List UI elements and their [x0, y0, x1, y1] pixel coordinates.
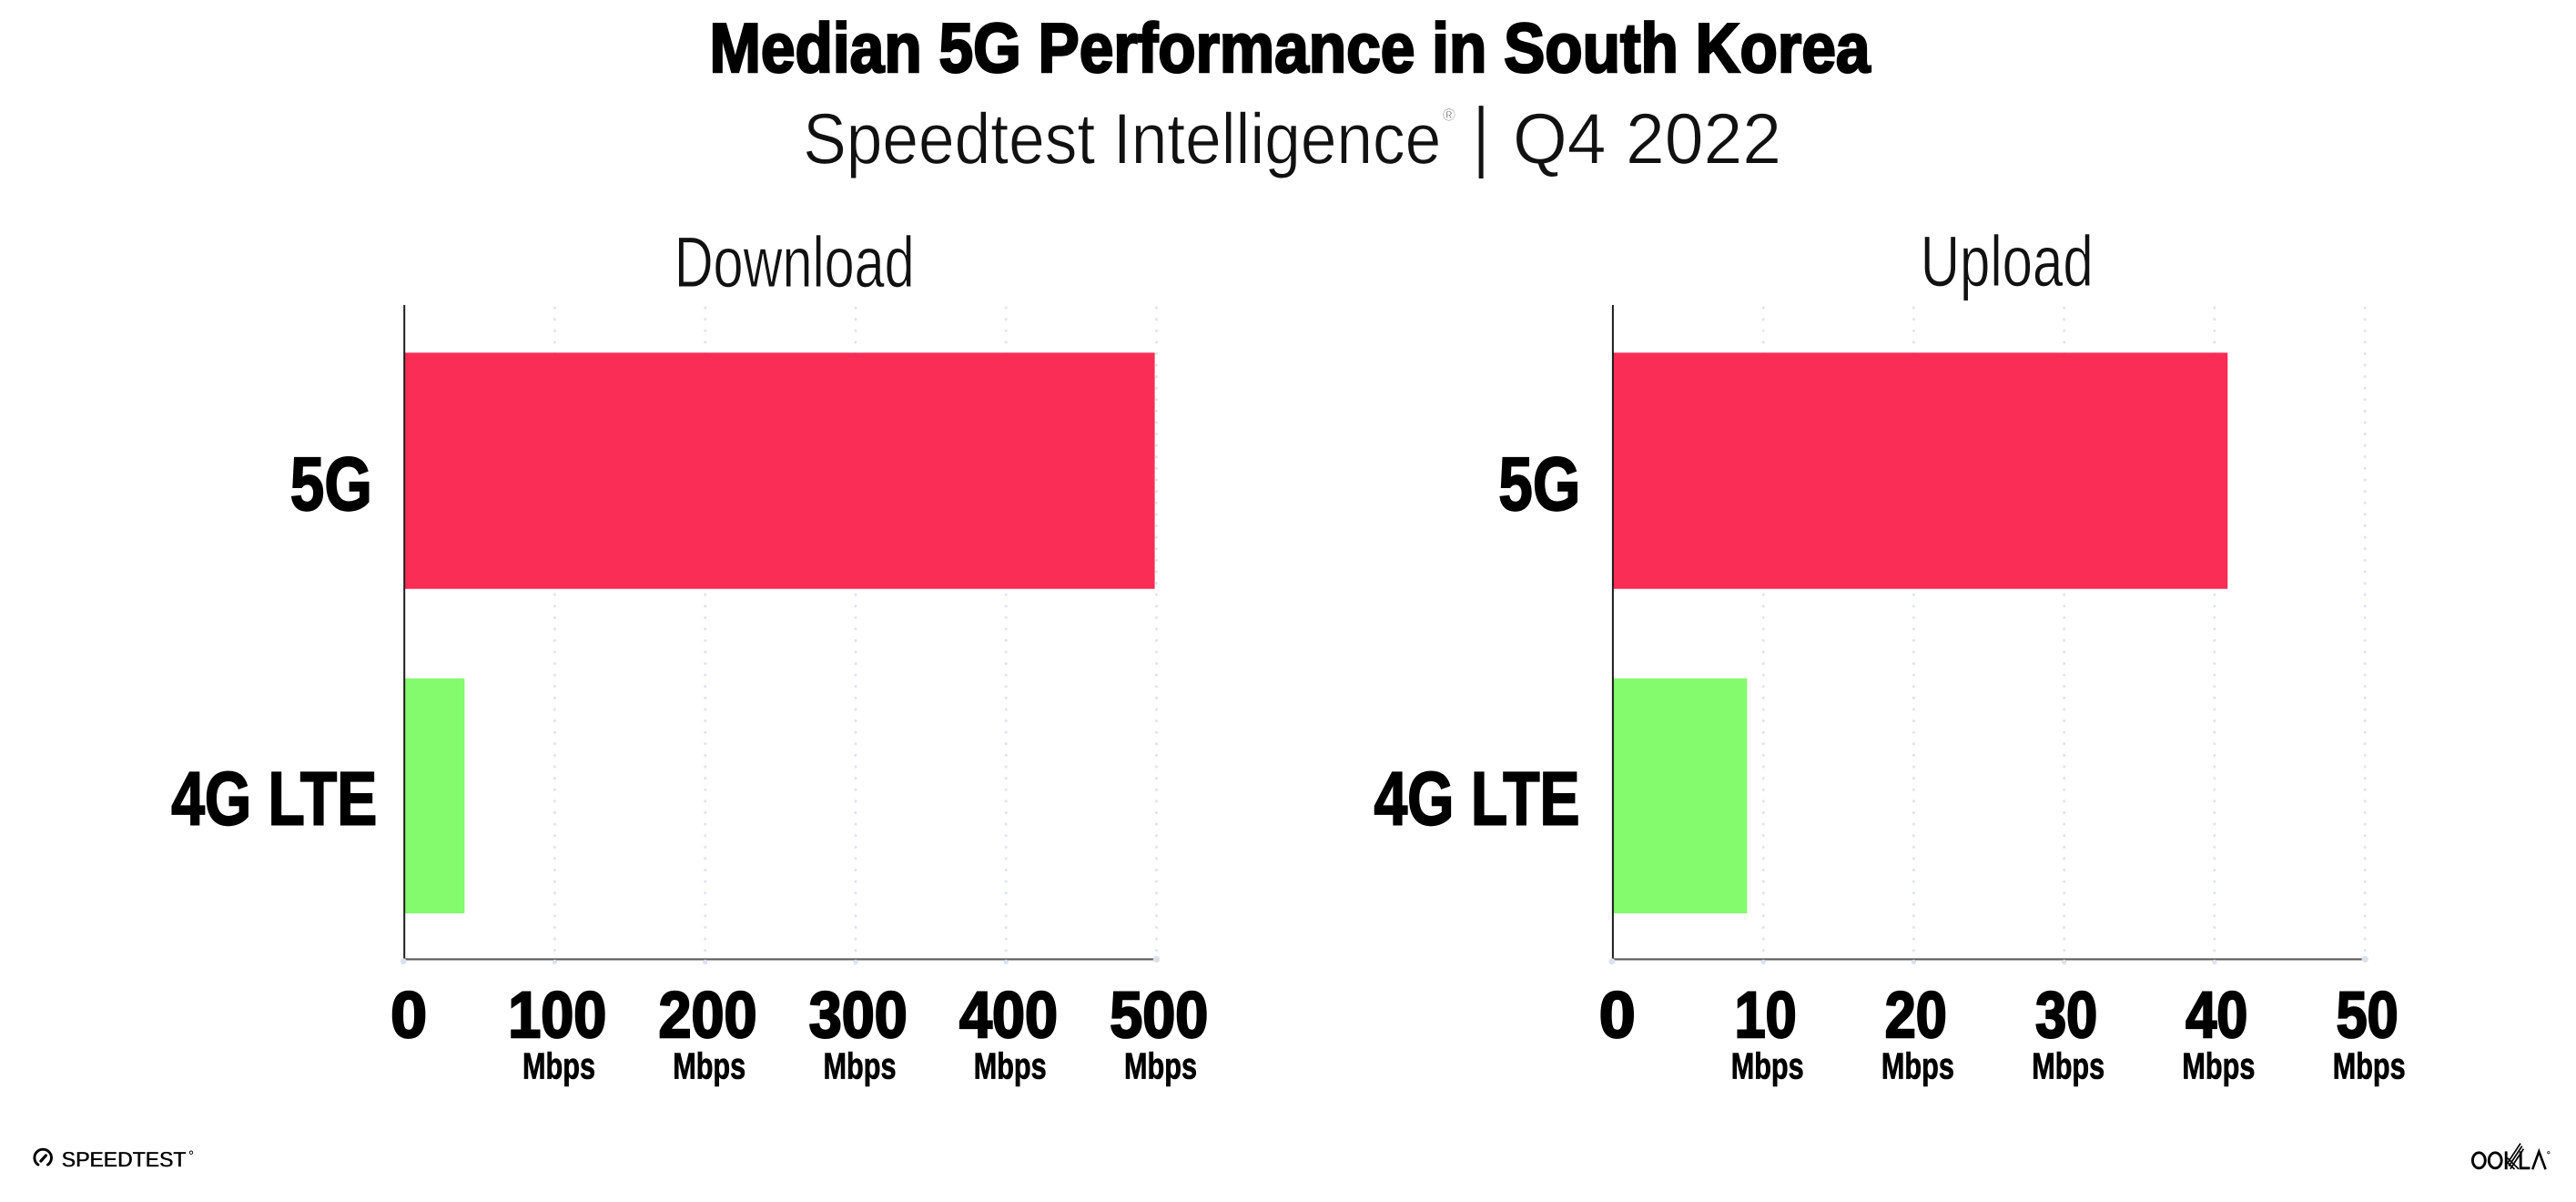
svg-text:Mbps: Mbps	[1881, 1045, 1954, 1087]
svg-text:100: 100	[508, 979, 606, 1052]
svg-text:5G: 5G	[290, 442, 372, 526]
svg-text:5G: 5G	[1498, 442, 1580, 526]
svg-text:0: 0	[1599, 979, 1636, 1052]
svg-text:300: 300	[809, 979, 908, 1052]
svg-text:Mbps: Mbps	[824, 1045, 897, 1087]
svg-text:Mbps: Mbps	[673, 1045, 745, 1087]
svg-text:400: 400	[959, 979, 1058, 1052]
svg-text:Median 5G Performance in South: Median 5G Performance in South Korea	[710, 10, 1871, 87]
svg-text:20: 20	[1885, 979, 1947, 1052]
svg-text:Download: Download	[674, 221, 915, 302]
svg-text:40: 40	[2186, 979, 2247, 1052]
svg-text:200: 200	[659, 979, 757, 1052]
svg-text:Mbps: Mbps	[2032, 1045, 2104, 1087]
svg-text:Mbps: Mbps	[1124, 1045, 1197, 1087]
svg-text:Speedtest Intelligence: Speedtest Intelligence	[803, 98, 1441, 179]
svg-text:Mbps: Mbps	[522, 1045, 595, 1087]
svg-text:Upload: Upload	[1921, 220, 2094, 301]
svg-text:50: 50	[2337, 979, 2399, 1052]
svg-text:0: 0	[390, 979, 427, 1052]
svg-text:4G LTE: 4G LTE	[171, 757, 377, 841]
svg-text:4G LTE: 4G LTE	[1374, 757, 1580, 841]
svg-text:500: 500	[1110, 979, 1208, 1052]
svg-text:SPEEDTEST: SPEEDTEST	[61, 1148, 187, 1173]
svg-text:Mbps: Mbps	[2182, 1045, 2255, 1087]
svg-text:Mbps: Mbps	[974, 1045, 1047, 1087]
svg-text:30: 30	[2035, 979, 2097, 1052]
svg-text:®: ®	[1443, 107, 1455, 126]
svg-text:Q4 2022: Q4 2022	[1513, 98, 1781, 179]
svg-text:Mbps: Mbps	[1731, 1045, 1804, 1087]
svg-text:10: 10	[1735, 979, 1797, 1052]
svg-text:Mbps: Mbps	[2333, 1045, 2406, 1087]
